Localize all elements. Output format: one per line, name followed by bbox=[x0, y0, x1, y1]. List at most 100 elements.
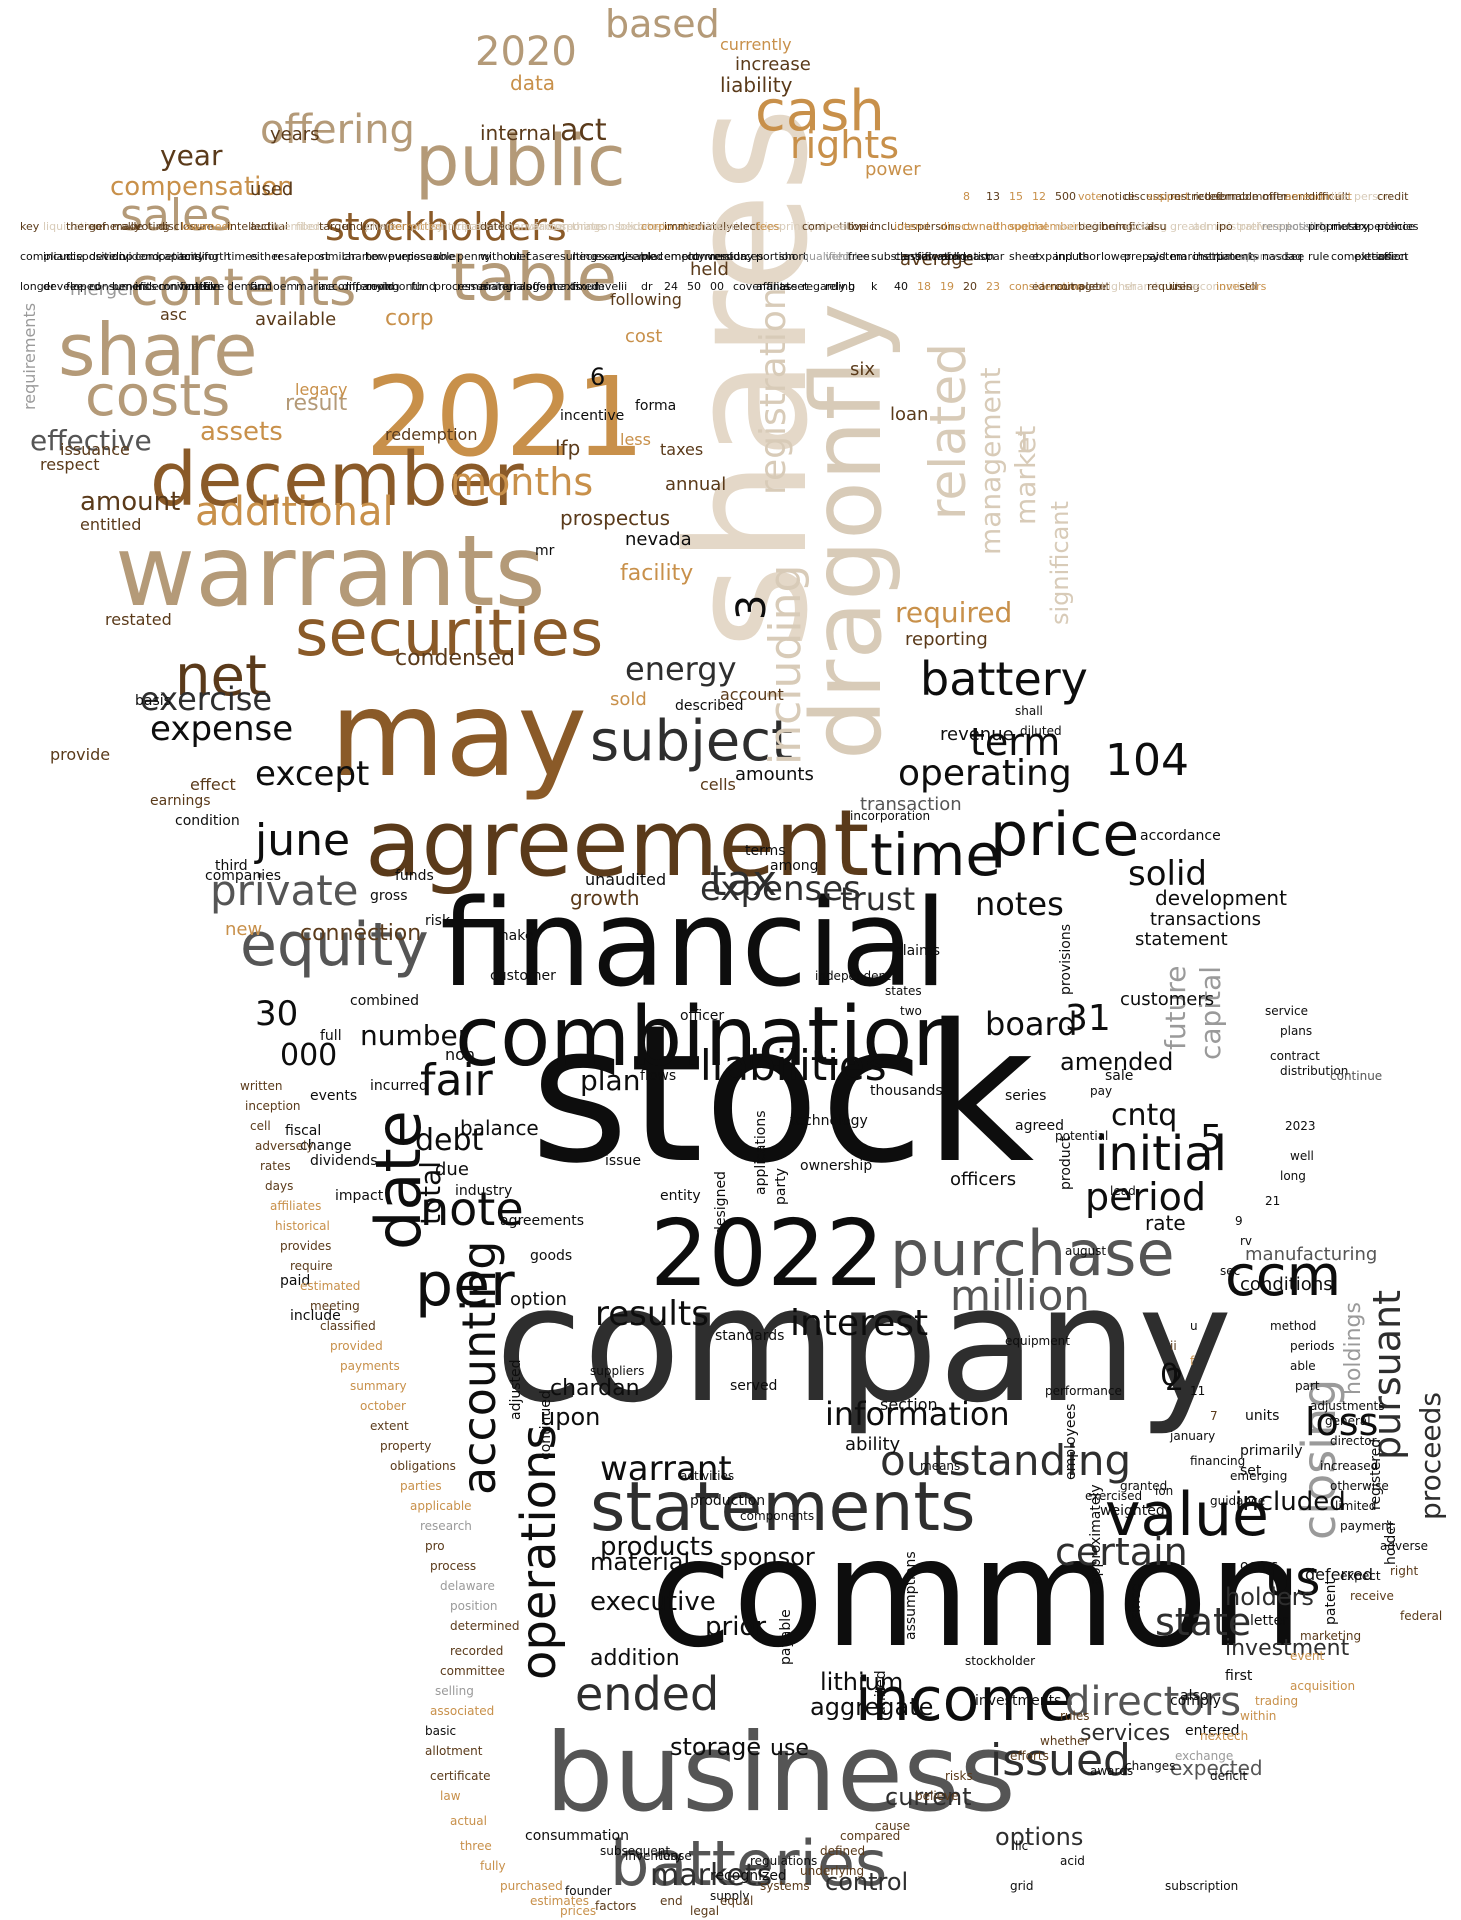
word-higher: higher bbox=[1101, 280, 1137, 293]
word-warrant: warrant bbox=[600, 1449, 732, 1489]
word-rights: rights bbox=[790, 123, 899, 167]
word-certain: certain bbox=[1055, 1530, 1188, 1574]
word-iii: iii bbox=[618, 280, 627, 293]
word-may: may bbox=[330, 665, 587, 803]
word-offset: offset bbox=[526, 280, 558, 293]
word-transaction: transaction bbox=[860, 794, 962, 815]
word-number: number bbox=[360, 1019, 470, 1052]
word-investments: investments bbox=[975, 1693, 1061, 1709]
word-guidance: guidance bbox=[1210, 1494, 1265, 1508]
word-shares: shares bbox=[652, 107, 844, 650]
word-economic: economic bbox=[1193, 280, 1246, 293]
word-selling: selling bbox=[435, 1684, 474, 1698]
word-plans: plans bbox=[1280, 1024, 1312, 1038]
word-arrangements: arrangements bbox=[503, 280, 581, 293]
word-2021: 2021 bbox=[365, 353, 645, 481]
word-products: products bbox=[600, 1532, 714, 1562]
word-tax: tax bbox=[710, 856, 777, 905]
word-note: note bbox=[420, 1182, 524, 1236]
word-2022: 2022 bbox=[650, 1200, 884, 1307]
word-market: market bbox=[1009, 426, 1042, 525]
word-1: 1 bbox=[1015, 426, 1033, 459]
word-associated: associated bbox=[430, 1704, 494, 1718]
word-holder: holder bbox=[1383, 1520, 1399, 1565]
word-set: set bbox=[1240, 1463, 1262, 1479]
word-currently: currently bbox=[720, 35, 792, 54]
word-growth: growth bbox=[570, 886, 640, 910]
word-rate: rate bbox=[1145, 1211, 1186, 1235]
word-covid: covid bbox=[365, 280, 394, 293]
word-taxes: taxes bbox=[660, 440, 703, 459]
word-current: current bbox=[885, 1783, 972, 1811]
word-funds: funds bbox=[395, 868, 434, 884]
word-direct: direct bbox=[940, 220, 972, 233]
word-method: method bbox=[1270, 1319, 1316, 1333]
word-limited: limited bbox=[1335, 1499, 1376, 1513]
word-anticipated: anticipated bbox=[434, 220, 496, 233]
word-time: time bbox=[870, 821, 1001, 889]
word-make: make bbox=[495, 928, 533, 944]
word-stockholder: stockholder bbox=[965, 1654, 1035, 1668]
word-fair: fair bbox=[420, 1055, 494, 1106]
word-costs: costs bbox=[85, 364, 230, 429]
word-oems: oems bbox=[1240, 1558, 1278, 1574]
word-policy: policy bbox=[411, 220, 444, 233]
word-actual: actual bbox=[450, 1814, 487, 1828]
word-40: 40 bbox=[894, 280, 908, 293]
word-regarding: regarding bbox=[802, 280, 855, 293]
word-holdings: holdings bbox=[1341, 1302, 1366, 1395]
word-meet: meet bbox=[204, 220, 233, 233]
word-relationships: relationships bbox=[710, 220, 781, 233]
word-500: 500 bbox=[1055, 190, 1076, 203]
word-patent: patent bbox=[1323, 1579, 1339, 1625]
word-penny: penny bbox=[457, 250, 492, 263]
word-options: options bbox=[995, 1823, 1083, 1851]
word-director: director bbox=[1330, 1434, 1377, 1448]
word-issue: issue bbox=[605, 1153, 641, 1169]
word-contract: contract bbox=[1270, 1049, 1320, 1063]
word-elect: elect bbox=[733, 220, 761, 233]
word-competitors: competitors bbox=[135, 250, 201, 263]
word-service: service bbox=[1265, 1004, 1308, 1018]
word-company: company bbox=[495, 1251, 1232, 1438]
word-described: described bbox=[675, 698, 744, 714]
word-trust: trust bbox=[840, 880, 915, 918]
word-well: well bbox=[1290, 1149, 1314, 1163]
word-battery: battery bbox=[920, 652, 1088, 706]
word-month: month bbox=[388, 280, 424, 293]
word-potential: potential bbox=[1055, 1129, 1108, 1143]
word-data: data bbox=[510, 71, 555, 95]
word-obligation: obligation bbox=[940, 250, 995, 263]
word-indemnification: indemnification bbox=[135, 280, 220, 293]
word-liability: liability bbox=[720, 73, 793, 97]
word-technology: technology bbox=[790, 1113, 868, 1129]
word-conditions: conditions bbox=[1240, 1274, 1333, 1295]
word-december: december bbox=[150, 437, 524, 523]
word-vote: vote bbox=[1078, 190, 1103, 203]
word-incurred: incurred bbox=[370, 1078, 428, 1094]
word-condition: condition bbox=[175, 813, 240, 829]
word-administrative: administrative bbox=[1193, 220, 1273, 233]
word-supply: supply bbox=[710, 1889, 750, 1903]
word-diluted: diluted bbox=[1020, 724, 1062, 738]
word-credit: credit bbox=[1377, 190, 1409, 203]
word-expense: expense bbox=[150, 709, 293, 749]
word-property: property bbox=[380, 1439, 431, 1453]
word-us: us bbox=[1265, 1551, 1320, 1607]
word-manufacturing: manufacturing bbox=[1245, 1244, 1377, 1265]
word-stockholders: stockholders bbox=[325, 205, 567, 249]
word-2020: 2020 bbox=[475, 29, 577, 75]
word-notes: notes bbox=[975, 885, 1064, 923]
word-general: general bbox=[1325, 1414, 1371, 1428]
word-consideration: consideration bbox=[1009, 280, 1084, 293]
word-factors: factors bbox=[595, 1899, 636, 1913]
word-officers: officers bbox=[950, 1169, 1016, 1190]
word-changes: changes bbox=[1125, 1759, 1175, 1773]
word-outstanding: outstanding bbox=[880, 1436, 1131, 1485]
word-balance: balance bbox=[460, 1116, 539, 1140]
word-lithium: lithium bbox=[820, 1668, 903, 1696]
word-able: able bbox=[1290, 1359, 1316, 1373]
word-k: k bbox=[871, 280, 878, 293]
word-ii: ii bbox=[1170, 1339, 1177, 1353]
word-applicable: applicable bbox=[410, 1499, 472, 1513]
